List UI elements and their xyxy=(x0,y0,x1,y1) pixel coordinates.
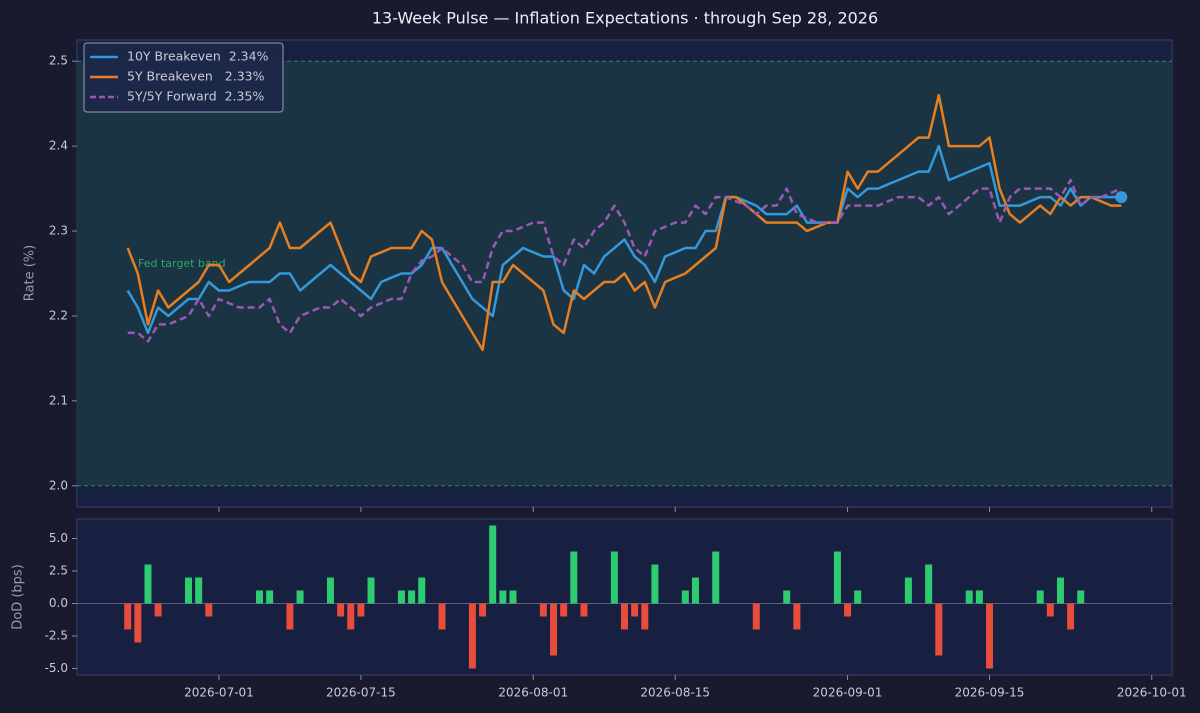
y-tick-label: 5.0 xyxy=(49,531,68,545)
bar xyxy=(925,564,933,604)
y-tick-label: 2.3 xyxy=(49,224,68,238)
bar xyxy=(783,590,791,604)
legend-label: 5Y Breakeven 2.33% xyxy=(127,69,265,84)
bar xyxy=(681,590,689,604)
bar xyxy=(580,603,588,617)
y-tick-label: 2.5 xyxy=(49,54,68,68)
legend-label: 10Y Breakeven 2.34% xyxy=(127,49,269,64)
bar xyxy=(691,577,699,604)
bar xyxy=(793,603,801,630)
bar xyxy=(712,551,720,604)
y-tick-label: 2.5 xyxy=(49,564,68,578)
bar xyxy=(965,590,973,604)
bar xyxy=(468,603,476,669)
y-tick-label: 2.0 xyxy=(49,478,68,492)
y-tick-label: -2.5 xyxy=(45,629,68,643)
bar xyxy=(621,603,628,630)
bar xyxy=(499,590,507,604)
bar xyxy=(195,577,203,604)
bar xyxy=(438,603,446,630)
bar xyxy=(752,603,760,630)
y-tick-label: 2.4 xyxy=(49,139,68,153)
bar xyxy=(833,551,841,604)
bar xyxy=(134,603,142,643)
y-axis-label: Rate (%) xyxy=(23,245,38,301)
x-tick-label: 2026-09-15 xyxy=(955,686,1025,700)
x-tick-label: 2026-10-01 xyxy=(1117,686,1187,700)
series-line xyxy=(126,93,1122,352)
bar xyxy=(1036,590,1044,604)
bar xyxy=(1046,603,1054,617)
bar xyxy=(935,603,943,656)
bar xyxy=(1077,590,1085,604)
y-tick-label: -5.0 xyxy=(45,661,68,675)
x-tick-label: 2026-08-01 xyxy=(498,686,568,700)
bar xyxy=(641,603,649,630)
bar xyxy=(651,564,659,604)
y-tick-label: 2.1 xyxy=(49,393,68,407)
bar xyxy=(631,603,639,617)
bar xyxy=(296,590,304,604)
last-point xyxy=(1115,191,1128,204)
bar xyxy=(539,603,547,617)
legend-label: 5Y/5Y Forward 2.35% xyxy=(127,89,264,104)
series-line xyxy=(126,144,1122,335)
bar xyxy=(904,577,912,604)
bar xyxy=(185,577,193,604)
bar xyxy=(154,603,162,617)
y-tick-label: 0.0 xyxy=(49,596,68,610)
bar xyxy=(266,590,274,604)
bar xyxy=(347,603,355,630)
x-tick-label: 2026-07-15 xyxy=(326,686,396,700)
bar xyxy=(326,577,334,604)
bar xyxy=(1056,577,1064,604)
bar xyxy=(286,603,294,630)
bar xyxy=(844,603,852,617)
bar xyxy=(367,577,375,604)
bar xyxy=(337,603,345,617)
bar xyxy=(408,590,416,604)
annotation: Fed target band xyxy=(138,257,226,270)
y-axis-label: DoD (bps) xyxy=(11,564,26,630)
legend: 10Y Breakeven 2.34% 5Y Breakeven 2.33% 5Y/… xyxy=(83,42,284,113)
x-tick-label: 2026-07-01 xyxy=(184,686,254,700)
bar xyxy=(509,590,517,604)
bar xyxy=(144,564,152,604)
bar xyxy=(550,603,558,656)
bar xyxy=(986,603,993,669)
bar xyxy=(854,590,862,604)
bar xyxy=(205,603,213,617)
bar xyxy=(397,590,405,604)
series-line xyxy=(127,178,1122,343)
bar xyxy=(560,603,568,617)
bar xyxy=(418,577,426,604)
bar xyxy=(357,603,365,617)
plot-area xyxy=(76,518,1173,676)
x-tick-label: 2026-08-15 xyxy=(640,686,710,700)
bar xyxy=(256,590,263,604)
y-tick-label: 2.2 xyxy=(49,308,68,322)
bar xyxy=(124,603,132,630)
bar xyxy=(975,590,983,604)
legend-box xyxy=(83,42,284,113)
bar xyxy=(610,551,618,604)
bar xyxy=(570,551,578,604)
bar xyxy=(489,525,497,604)
bar xyxy=(479,603,487,617)
bar xyxy=(1067,603,1075,630)
x-tick-label: 2026-09-01 xyxy=(813,686,883,700)
chart-title: 13-Week Pulse — Inflation Expectations ·… xyxy=(372,9,878,28)
